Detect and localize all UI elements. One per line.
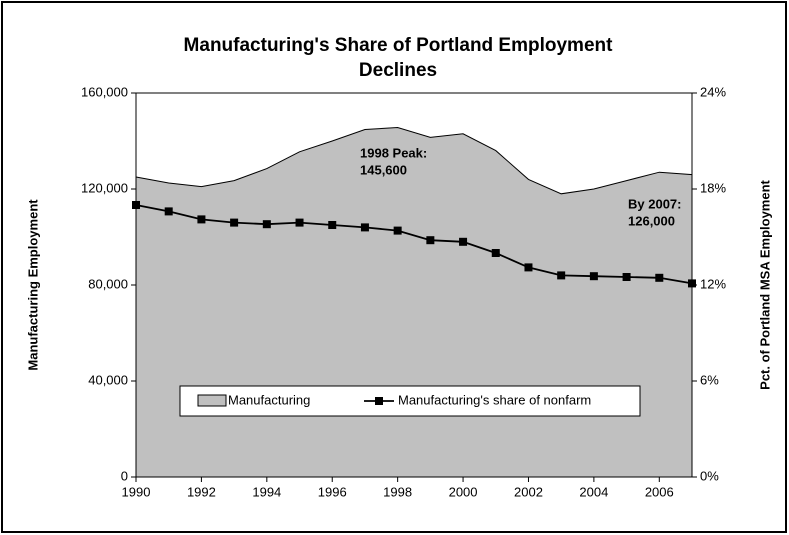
y2-tick-label: 12% bbox=[700, 276, 726, 291]
annotation: By 2007: bbox=[628, 196, 681, 211]
marker bbox=[328, 221, 337, 229]
chart-title: Declines bbox=[359, 60, 437, 81]
legend-box bbox=[179, 385, 641, 417]
y2-tick-label: 6% bbox=[700, 372, 719, 387]
x-tick-label: 2002 bbox=[514, 484, 543, 499]
marker bbox=[197, 215, 206, 224]
y-tick-label: 160,000 bbox=[81, 84, 128, 99]
line bbox=[135, 204, 693, 285]
marker bbox=[262, 220, 271, 229]
marker bbox=[230, 218, 239, 227]
x-tick-label: 1990 bbox=[122, 484, 151, 499]
legend-swatch bbox=[197, 394, 227, 407]
marker bbox=[360, 223, 369, 232]
legend: Manufacturing Manufacturing's share of no… bbox=[179, 385, 641, 417]
legend-label: Manufacturing bbox=[228, 392, 310, 407]
marker bbox=[459, 237, 468, 246]
y-tick-label: 80,000 bbox=[88, 276, 128, 291]
marker bbox=[622, 273, 631, 281]
x-tick-label: 1998 bbox=[383, 484, 412, 499]
marker bbox=[295, 218, 304, 227]
marker bbox=[164, 207, 173, 216]
x-tick-label: 1992 bbox=[187, 484, 216, 499]
chart-title: Manufacturing's Share of Portland Employ… bbox=[184, 35, 614, 56]
legend-marker bbox=[375, 397, 383, 405]
y-tick-label: 120,000 bbox=[81, 180, 128, 195]
x-tick-label: 2006 bbox=[645, 484, 674, 499]
x-tick-label: 2000 bbox=[449, 484, 478, 499]
x-tick-label: 2004 bbox=[579, 484, 608, 499]
y2-tick-label: 24% bbox=[700, 84, 726, 99]
y2-axis-label: Pct. of Portland MSA Employment bbox=[757, 179, 772, 389]
y2-tick-label: 18% bbox=[700, 180, 726, 195]
y-axis-label: Manufacturing Employment bbox=[25, 199, 40, 371]
marker bbox=[589, 272, 598, 281]
marker bbox=[655, 273, 664, 282]
annotation: 1998 Peak: bbox=[360, 145, 427, 160]
legend-label: Manufacturing's share of nonfarm bbox=[398, 392, 591, 407]
y2-tick-label: 0% bbox=[700, 468, 719, 483]
y-tick-label: 0 bbox=[121, 468, 128, 483]
marker bbox=[557, 271, 566, 280]
marker bbox=[393, 226, 402, 235]
marker bbox=[426, 236, 435, 245]
annotation: 145,600 bbox=[360, 162, 407, 177]
x-tick-label: 1996 bbox=[318, 484, 347, 499]
x-tick-label: 1994 bbox=[252, 484, 281, 499]
annotation: 126,000 bbox=[628, 213, 675, 228]
marker bbox=[491, 249, 500, 257]
marker bbox=[524, 263, 533, 272]
y-tick-label: 40,000 bbox=[88, 372, 128, 387]
